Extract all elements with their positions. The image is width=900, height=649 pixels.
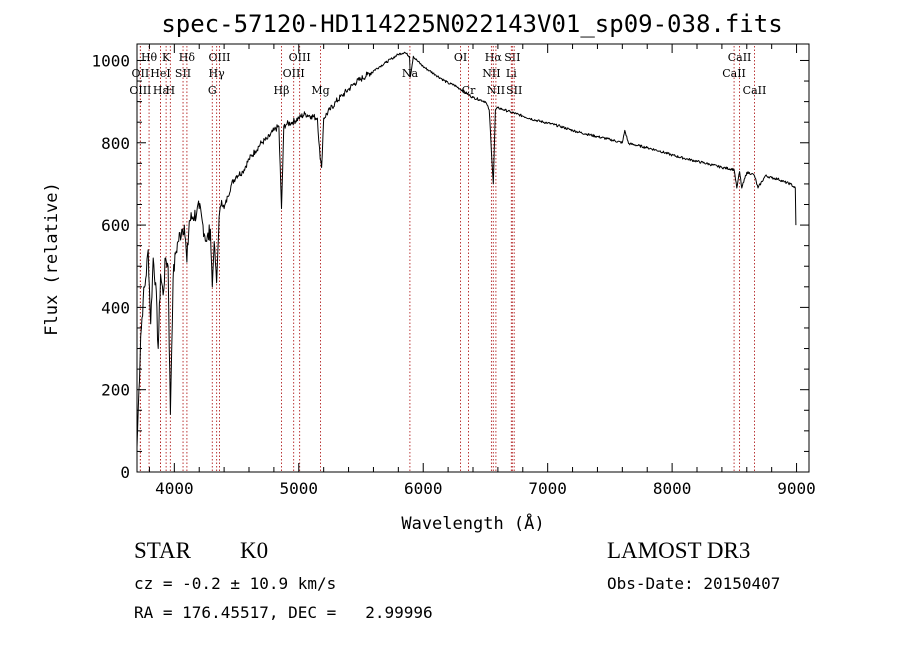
line-label: Hγ xyxy=(209,67,226,80)
x-tick-label: 7000 xyxy=(528,479,567,498)
redshift-text: cz = -0.2 ± 10.9 km/s xyxy=(134,574,337,593)
line-label: SII xyxy=(175,67,191,80)
x-axis-label: Wavelength (Å) xyxy=(401,512,544,534)
line-label: Li xyxy=(506,67,517,80)
line-label: Cr xyxy=(462,84,476,97)
chart-title: spec-57120-HD114225N022143V01_sp09-038.f… xyxy=(161,10,782,38)
line-label: G xyxy=(208,84,217,97)
line-label: OIII xyxy=(289,51,311,64)
y-tick-label: 0 xyxy=(120,463,130,482)
line-label: OI xyxy=(454,51,467,64)
spectral-line-markers: Hθ OII OIII K HeI HεH Hδ SII OIII Hγ G Hβ OIII OIII Mg… xyxy=(129,46,766,472)
line-label: Hβ xyxy=(274,84,290,97)
line-label: H xyxy=(166,84,176,97)
line-label: NII xyxy=(482,67,500,80)
object-subclass: K0 xyxy=(240,538,269,563)
line-label: NII xyxy=(487,84,505,97)
y-tick-label: 800 xyxy=(101,134,130,153)
y-tick-label: 200 xyxy=(101,381,130,400)
x-tick-label: 6000 xyxy=(404,479,443,498)
line-label: SII xyxy=(504,51,520,64)
x-tick-label: 8000 xyxy=(653,479,692,498)
line-label: K xyxy=(162,51,171,64)
line-label: SII xyxy=(506,84,522,97)
y-tick-label: 400 xyxy=(101,298,130,317)
line-label: CaII xyxy=(728,51,752,64)
line-label: Hθ xyxy=(141,51,158,64)
y-tick-label: 1000 xyxy=(91,51,130,70)
line-label: HeI xyxy=(150,67,170,80)
coordinates: RA = 176.45517, DEC = 2.99996 xyxy=(134,603,433,622)
line-label: CaII xyxy=(743,84,767,97)
axes: 4000 5000 6000 7000 8000 9000 0 200 400 600 800 100… xyxy=(91,44,816,498)
spectrum-series xyxy=(136,51,797,448)
object-class: STAR xyxy=(134,538,191,563)
survey-name: LAMOST DR3 xyxy=(607,538,751,563)
y-axis-label: Flux (relative) xyxy=(42,182,62,336)
obs-date: Obs-Date: 20150407 xyxy=(607,574,781,593)
x-tick-label: 5000 xyxy=(280,479,319,498)
line-label: Hε xyxy=(153,84,169,97)
line-label: OIII xyxy=(129,84,151,97)
line-label: Hδ xyxy=(179,51,196,64)
x-tick-label: 9000 xyxy=(777,479,816,498)
y-tick-label: 600 xyxy=(101,216,130,235)
line-label: OIII xyxy=(283,67,305,80)
line-label: Mg xyxy=(311,84,329,97)
spectrum-line xyxy=(136,51,797,448)
line-label: OII xyxy=(132,67,150,80)
line-label: CaII xyxy=(722,67,746,80)
plot-frame xyxy=(136,43,810,473)
line-label: Hα xyxy=(485,51,503,64)
x-tick-label: 4000 xyxy=(155,479,194,498)
line-label: OIII xyxy=(208,51,230,64)
